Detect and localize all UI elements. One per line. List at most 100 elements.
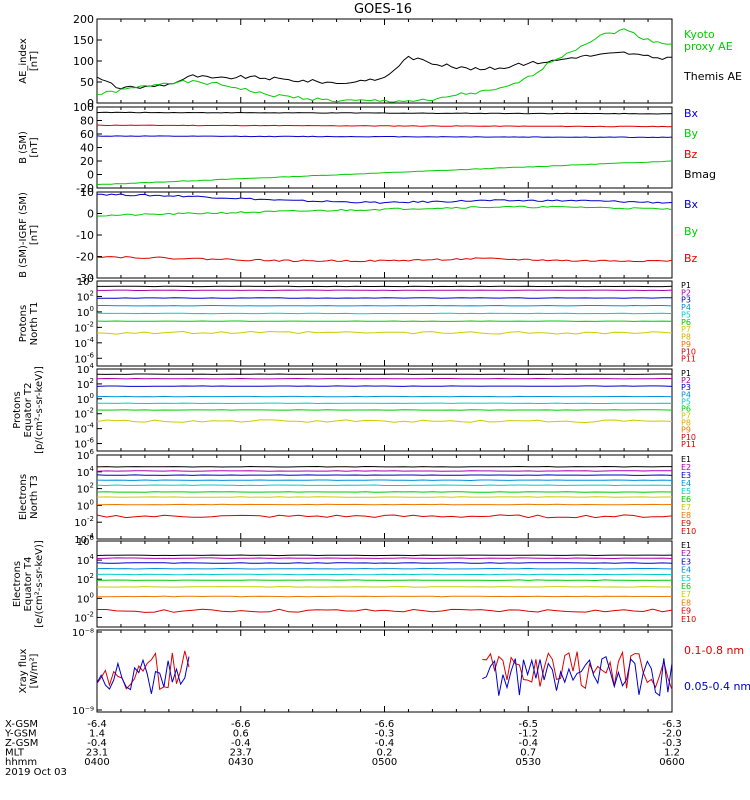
x-axis-value: -0.4: [87, 738, 107, 749]
y-axis-label: [e/(cm²-s-sr-keV)]: [34, 540, 45, 628]
legend-item: 0.05-0.4 nm: [684, 680, 750, 693]
y-tick-label: 10-4: [74, 336, 94, 350]
x-axis-value: 0400: [84, 757, 109, 768]
x-axis-value: 1.2: [664, 748, 680, 759]
legend-item: P4: [681, 303, 691, 312]
legend-item: E9: [681, 519, 691, 528]
x-axis-value: -0.3: [662, 738, 682, 749]
panel-frame: [96, 629, 673, 713]
y-tick-label: 10-2: [74, 320, 94, 334]
y-tick-exponent: 2: [90, 289, 94, 297]
y-tick-label: 102: [77, 482, 94, 496]
y-tick-exponent: -2: [87, 320, 94, 328]
series-line-e8: [96, 503, 673, 506]
x-axis-table: X-GSMY-GSMZ-GSMMLThhmm-6.41.4-0.423.1040…: [4, 719, 685, 778]
legend-item: E5: [681, 574, 691, 583]
y-tick-label: 150: [73, 34, 94, 47]
legend-item: P6: [681, 318, 691, 327]
legend-item: P8: [681, 419, 691, 428]
legend-item: P2: [681, 288, 691, 297]
legend-item: E2: [681, 549, 691, 558]
y-tick-label: 100: [73, 55, 94, 68]
series-line-by: [96, 205, 673, 217]
y-tick-exponent: -4: [87, 422, 95, 430]
legend-item: P6: [681, 404, 691, 413]
y-axis-label: [nT]: [29, 51, 40, 71]
y-tick-label: 100: [77, 305, 94, 319]
series-line-e5: [96, 573, 673, 576]
y-tick-exponent: -2: [87, 515, 94, 523]
y-tick-exponent: 6: [90, 534, 95, 542]
legend-item: E4: [681, 566, 691, 575]
series-line-e8: [97, 595, 673, 598]
x-axis-value: 0600: [659, 757, 684, 768]
legend-item: P5: [681, 310, 691, 319]
series-line-e6: [96, 491, 673, 493]
y-tick-exponent: 4: [90, 465, 95, 473]
panel-e2: Electrons Equator T4 [e/(cm²-s-sr-keV)] 10-…: [12, 534, 696, 628]
legend-item: E1: [681, 455, 691, 464]
y-tick-exponent: -4: [87, 336, 95, 344]
legend-item: P5: [681, 397, 691, 406]
y-tick-label: 102: [77, 289, 94, 303]
series-line-e6: [96, 579, 672, 582]
panel-p2: Protons Equator T2 [p/(cm²-s-sr-keV)] 10-61…: [12, 362, 696, 454]
y-axis-label: Protons: [12, 391, 23, 428]
legend-item: E9: [681, 607, 691, 616]
series-line-kyoto-proxy-ae: [96, 28, 673, 103]
panel-frame: [96, 191, 673, 279]
y-tick-label: 80: [80, 115, 94, 128]
y-tick-label: 10: [80, 186, 94, 199]
y-axis-label: North T1: [29, 302, 40, 346]
y-tick-exponent: 2: [90, 482, 94, 490]
legend-item: E10: [681, 527, 696, 536]
series-line-e1: [96, 465, 672, 468]
y-tick-exponent: -6: [87, 437, 95, 445]
panel-p1: Protons North T110-610-410-2100102104P1P2…: [18, 274, 696, 367]
series-line-xray: [96, 650, 190, 691]
series-line-p7: [96, 419, 673, 424]
y-tick-label: 100: [77, 591, 94, 605]
legend-item: By: [684, 127, 699, 140]
y-tick-label: -30: [76, 272, 94, 285]
y-tick-label: 0: [87, 169, 94, 182]
series-line-e9: [96, 514, 673, 519]
y-tick-label: 10-2: [74, 407, 94, 421]
y-tick-exponent: 6: [90, 448, 95, 456]
y-axis-label: B (SM)-IGRF (SM): [18, 192, 29, 278]
series-line-bx: [97, 193, 673, 204]
x-axis-value: 1.4: [89, 729, 105, 740]
legend-item: P8: [681, 333, 691, 342]
legend-item: E5: [681, 487, 691, 496]
y-tick-exponent: -4: [87, 532, 95, 540]
series-line-e2: [96, 470, 673, 472]
y-tick-label: 200: [73, 13, 94, 26]
legend-item: P9: [681, 426, 691, 435]
x-axis-value: -6.3: [662, 719, 682, 730]
y-tick-label: 100: [77, 392, 94, 406]
y-tick-exponent: 4: [90, 274, 95, 282]
x-axis-value: 23.1: [86, 748, 108, 759]
x-axis-row-label: MLT: [5, 748, 25, 759]
series-line-e9: [97, 608, 673, 613]
y-tick-label: 0: [87, 208, 94, 221]
y-tick-label: 100: [73, 101, 94, 114]
series-line-e2: [96, 557, 673, 560]
series-line-bmag: [96, 111, 673, 115]
x-axis-value: 0500: [372, 757, 397, 768]
x-axis-value: -6.5: [518, 719, 538, 730]
legend-item: Themis AE: [683, 70, 742, 83]
legend-item: Bx: [684, 107, 699, 120]
panel-xray: Xray flux [W/m²] 10⁻⁸ 10⁻⁹ 0.1-0.8 nm 0.05-0.…: [18, 628, 750, 717]
series-line-xray: [482, 655, 673, 697]
series-line-e1: [96, 554, 673, 557]
legend-item: Bz: [684, 252, 698, 265]
x-axis-value: -2.0: [662, 729, 682, 740]
x-axis-row-label: X-GSM: [5, 719, 38, 730]
panel-bigrf: B (SM)-IGRF (SM) [nT] -30 -20 -10 0 10 Bx By Bz: [18, 186, 699, 285]
y-tick-label: 100: [77, 498, 94, 512]
x-axis-row-label: Y-GSM: [4, 729, 37, 740]
panel-frame: [96, 18, 673, 104]
